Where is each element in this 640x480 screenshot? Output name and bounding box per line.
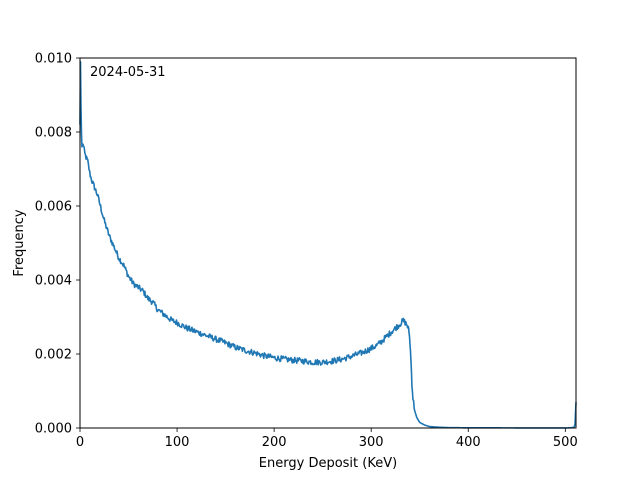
x-tick-label: 400 [456,435,481,450]
x-tick-label: 100 [165,435,190,450]
plot-area [80,58,576,428]
x-axis-ticks: 0 100 200 300 400 500 [76,428,578,450]
x-tick-label: 300 [359,435,384,450]
x-tick-label: 500 [553,435,578,450]
y-tick-label: 0.010 [35,52,72,67]
x-axis-label: Energy Deposit (KeV) [259,456,397,471]
x-tick-label: 200 [262,435,287,450]
plot-frame [79,57,577,429]
y-tick-label: 0.006 [35,200,72,215]
y-tick-label: 0.002 [35,348,72,363]
date-annotation: 2024-05-31 [90,65,166,80]
y-tick-label: 0.008 [35,126,72,141]
x-tick-label: 0 [76,435,84,450]
y-tick-label: 0.000 [35,422,72,437]
y-axis-ticks: 0.000 0.002 0.004 0.006 0.008 0.010 [35,52,80,437]
y-tick-label: 0.004 [35,274,72,289]
y-axis-label: Frequency [12,209,27,276]
